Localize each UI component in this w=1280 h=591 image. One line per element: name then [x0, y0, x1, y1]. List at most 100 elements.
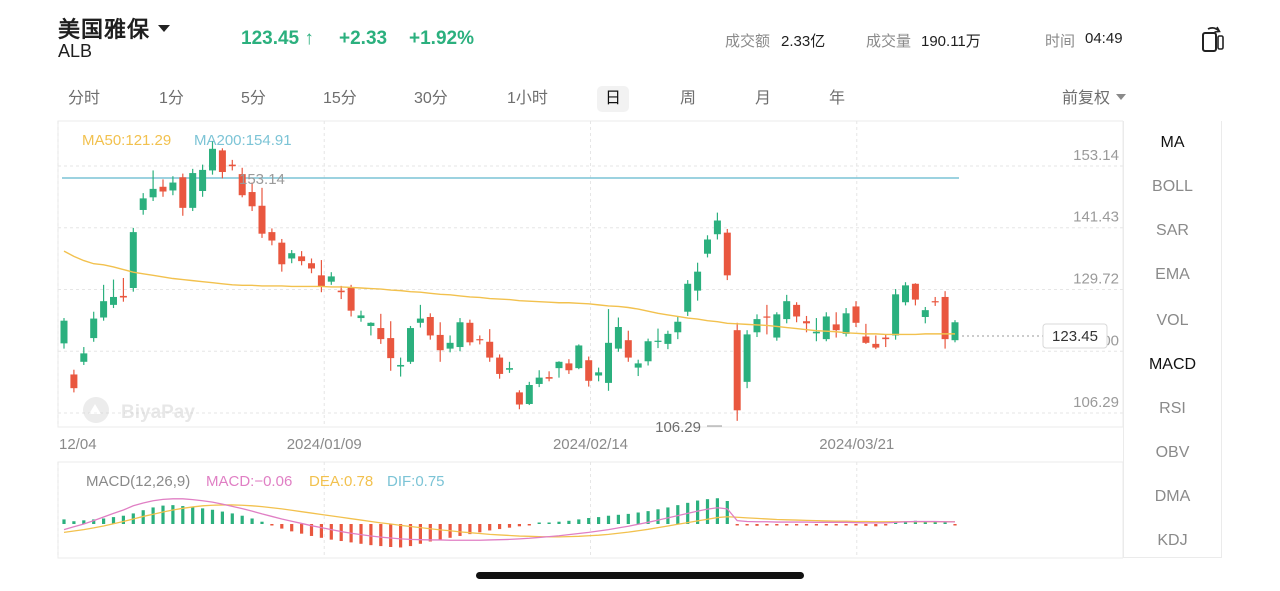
macd-bar — [507, 524, 512, 528]
indicator-rsi[interactable]: RSI — [1159, 400, 1186, 417]
candle — [446, 335, 454, 353]
macd-bar — [527, 524, 531, 526]
macd-bar — [418, 524, 422, 544]
macd-bar — [171, 505, 175, 524]
macd-bar — [587, 518, 591, 524]
chevron-down-icon — [158, 24, 171, 32]
tab-intraday[interactable]: 分时 — [68, 90, 101, 107]
macd-bar — [300, 524, 304, 534]
macd-bar — [775, 524, 779, 526]
macd-bar — [468, 524, 472, 535]
macd-bar — [191, 506, 195, 524]
price-change: +2.33 — [339, 28, 388, 49]
tab-week[interactable]: 周 — [680, 90, 697, 107]
macd-bar — [616, 514, 620, 524]
indicator-boll[interactable]: BOLL — [1152, 178, 1193, 195]
candle — [327, 272, 335, 285]
x-tick-label: 2024/01/09 — [287, 436, 362, 453]
price-chart[interactable]: BiyaPay MA50:121.29 MA200:154.91 MACD(12… — [0, 0, 1123, 560]
macd-bar — [201, 508, 205, 524]
macd-bar — [319, 524, 323, 538]
candle — [397, 357, 405, 377]
macd-bar — [577, 519, 581, 524]
candle — [941, 291, 949, 349]
indicator-dma[interactable]: DMA — [1154, 488, 1191, 505]
y-tick-label: 129.72 — [1073, 270, 1119, 287]
tab-year[interactable]: 年 — [829, 90, 846, 107]
candle — [882, 334, 890, 348]
x-axis: 12/04 2024/01/09 2024/02/14 2024/03/21 — [59, 436, 894, 453]
tab-1hour[interactable]: 1小时 — [507, 90, 548, 107]
candle — [684, 280, 692, 316]
low-price-marker: 106.29 — [655, 419, 701, 436]
candle — [100, 284, 108, 321]
macd-bar — [844, 524, 848, 526]
macd-bar — [478, 524, 482, 533]
macd-bar — [498, 524, 502, 530]
macd-bar — [240, 515, 244, 524]
candle — [387, 321, 395, 371]
tab-15min[interactable]: 15分 — [323, 90, 357, 107]
tab-30min[interactable]: 30分 — [414, 90, 448, 107]
candle — [892, 289, 900, 340]
indicator-kdj[interactable]: KDJ — [1157, 532, 1188, 549]
candle — [298, 251, 306, 266]
candle — [357, 310, 365, 322]
macd-bar — [488, 524, 492, 531]
candle — [436, 322, 444, 362]
candle — [535, 370, 543, 388]
y-tick-label: 106.29 — [1073, 394, 1119, 411]
tab-month[interactable]: 月 — [755, 90, 772, 107]
candle — [377, 313, 385, 344]
macd-bar — [92, 519, 96, 524]
candle — [872, 335, 880, 350]
candle — [268, 228, 276, 246]
candle — [723, 228, 731, 281]
tab-1min[interactable]: 1分 — [159, 90, 184, 107]
candle — [149, 170, 157, 202]
rotate-screen-icon[interactable] — [1200, 25, 1226, 53]
macd-bar — [181, 506, 185, 524]
candle — [80, 347, 88, 365]
indicator-ma[interactable]: MA — [1160, 134, 1185, 151]
tab-5min[interactable]: 5分 — [241, 90, 266, 107]
candle — [595, 367, 603, 382]
x-tick-label: 2024/03/21 — [819, 436, 894, 453]
price-change-percent: +1.92% — [409, 28, 474, 49]
candlesticks — [60, 141, 959, 421]
indicator-macd[interactable]: MACD — [1148, 356, 1197, 373]
candle — [189, 168, 197, 212]
grid-lines — [57, 121, 1123, 558]
candle — [347, 284, 355, 317]
candle — [921, 306, 929, 324]
legend-ma200: MA200:154.91 — [194, 132, 292, 149]
candle — [456, 318, 464, 352]
indicator-obv[interactable]: OBV — [1155, 444, 1190, 461]
macd-bar — [884, 524, 888, 526]
macd-bar — [458, 524, 462, 536]
macd-bar — [804, 524, 809, 526]
macd-bar — [111, 517, 116, 524]
candle — [733, 322, 741, 421]
macd-bar — [903, 521, 908, 524]
macd-bar — [725, 501, 729, 524]
macd-bar — [785, 524, 789, 526]
price-adjust-select[interactable]: 前复权 — [1062, 86, 1127, 112]
macd-bar — [696, 500, 700, 524]
indicator-vol[interactable]: VOL — [1156, 312, 1189, 329]
candle — [416, 304, 424, 328]
tab-day[interactable]: 日 — [597, 86, 630, 112]
candle — [743, 330, 751, 389]
candle — [337, 285, 345, 300]
candle — [931, 296, 939, 306]
indicator-sar[interactable]: SAR — [1156, 222, 1189, 239]
stock-name-selector[interactable]: 美国雅保 — [58, 12, 171, 44]
candle — [654, 328, 662, 349]
indicator-ema[interactable]: EMA — [1155, 266, 1190, 283]
home-indicator — [476, 572, 804, 579]
candle — [575, 344, 583, 370]
macd-bar — [369, 524, 373, 546]
dif-line — [63, 498, 956, 541]
macd-bar — [666, 507, 670, 524]
